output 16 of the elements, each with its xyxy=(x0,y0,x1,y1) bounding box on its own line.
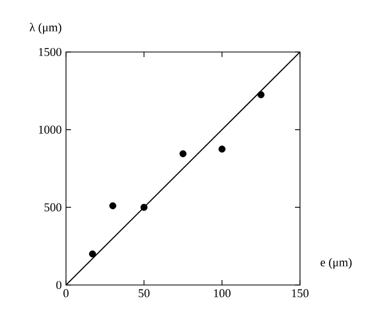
y-axis-title: λ (μm) xyxy=(30,22,62,34)
y-tick-label: 500 xyxy=(44,203,62,212)
x-tick-label: 0 xyxy=(63,289,69,298)
point xyxy=(109,202,116,210)
point xyxy=(218,146,226,153)
x-tick-label: 150 xyxy=(292,289,309,298)
point xyxy=(140,204,148,211)
y-tick-label: 1500 xyxy=(38,48,62,56)
point xyxy=(258,91,264,98)
x-axis-title: e (μm) xyxy=(320,258,352,269)
x-tick-label: 50 xyxy=(138,289,150,298)
x-tick-label: 100 xyxy=(214,289,231,298)
point xyxy=(89,250,96,258)
point xyxy=(180,150,186,158)
y-tick-label: 1000 xyxy=(38,126,62,134)
y-tick-label: 0 xyxy=(56,280,62,290)
